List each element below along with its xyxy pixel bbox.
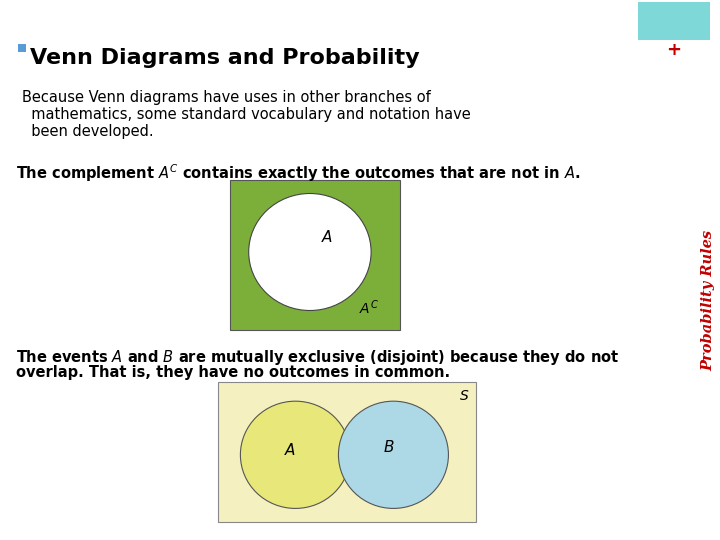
Text: Probability Rules: Probability Rules [701, 230, 715, 370]
FancyBboxPatch shape [18, 44, 26, 52]
Text: +: + [667, 41, 682, 59]
Text: been developed.: been developed. [22, 124, 153, 139]
Text: Venn Diagrams and Probability: Venn Diagrams and Probability [30, 48, 420, 68]
FancyBboxPatch shape [638, 2, 710, 40]
Text: $\mathit{A}$: $\mathit{A}$ [284, 442, 297, 458]
Text: Because Venn diagrams have uses in other branches of: Because Venn diagrams have uses in other… [22, 90, 431, 105]
Text: $\mathit{S}$: $\mathit{S}$ [459, 389, 469, 403]
Text: overlap. That is, they have no outcomes in common.: overlap. That is, they have no outcomes … [16, 365, 450, 380]
FancyBboxPatch shape [218, 382, 476, 522]
Text: $\mathit{B}$: $\mathit{B}$ [382, 439, 395, 455]
Text: The complement $\mathit{A}^C$ contains exactly the outcomes that are not in $\ma: The complement $\mathit{A}^C$ contains e… [16, 162, 580, 184]
FancyBboxPatch shape [230, 180, 400, 330]
Text: $\mathit{A}$: $\mathit{A}$ [321, 229, 333, 245]
Ellipse shape [248, 193, 371, 310]
Text: mathematics, some standard vocabulary and notation have: mathematics, some standard vocabulary an… [22, 107, 471, 122]
Ellipse shape [240, 401, 351, 509]
Ellipse shape [338, 401, 449, 509]
Text: The events $\mathit{A}$ and $\mathit{B}$ are mutually exclusive (disjoint) becau: The events $\mathit{A}$ and $\mathit{B}$… [16, 348, 619, 367]
Text: $\mathit{A}^C$: $\mathit{A}^C$ [359, 298, 379, 317]
